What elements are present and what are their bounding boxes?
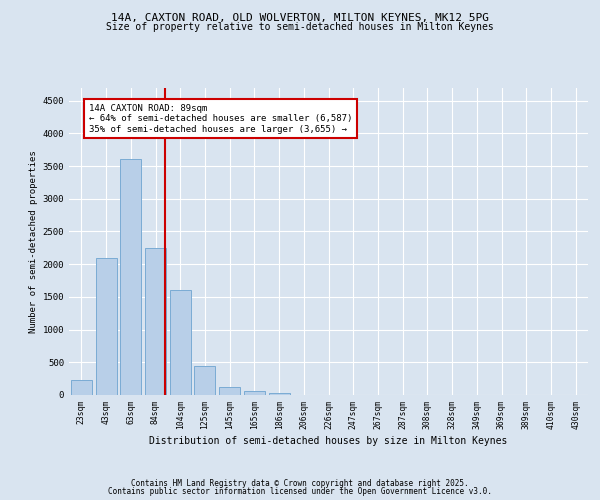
Bar [95,258,116,395]
Bar [145,248,166,395]
Bar [244,391,265,395]
Text: Contains HM Land Registry data © Crown copyright and database right 2025.: Contains HM Land Registry data © Crown c… [131,478,469,488]
Bar [170,290,191,395]
Y-axis label: Number of semi-detached properties: Number of semi-detached properties [29,150,38,332]
Text: Contains public sector information licensed under the Open Government Licence v3: Contains public sector information licen… [108,487,492,496]
Text: 14A, CAXTON ROAD, OLD WOLVERTON, MILTON KEYNES, MK12 5PG: 14A, CAXTON ROAD, OLD WOLVERTON, MILTON … [111,12,489,22]
Bar [71,380,92,395]
Text: 14A CAXTON ROAD: 89sqm
← 64% of semi-detached houses are smaller (6,587)
35% of : 14A CAXTON ROAD: 89sqm ← 64% of semi-det… [89,104,352,134]
Bar [219,387,240,395]
Bar [194,366,215,395]
Bar [120,160,141,395]
Bar [269,393,290,395]
Text: Size of property relative to semi-detached houses in Milton Keynes: Size of property relative to semi-detach… [106,22,494,32]
X-axis label: Distribution of semi-detached houses by size in Milton Keynes: Distribution of semi-detached houses by … [149,436,508,446]
